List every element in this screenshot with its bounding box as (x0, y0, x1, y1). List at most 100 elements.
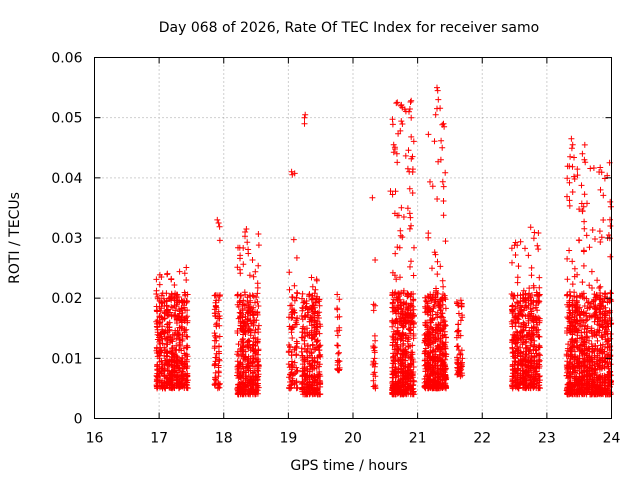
data-point (216, 343, 222, 350)
data-point (252, 268, 259, 275)
data-point (514, 274, 521, 281)
data-point (175, 373, 182, 379)
data-point (212, 360, 219, 367)
data-point (304, 390, 311, 397)
data-point (181, 289, 188, 296)
data-point (212, 312, 219, 319)
data-point (581, 191, 588, 198)
data-point (389, 121, 396, 128)
data-point (390, 149, 397, 156)
data-point (164, 353, 171, 360)
data-point (411, 244, 417, 251)
data-point (154, 294, 161, 300)
data-point (370, 371, 377, 378)
data-point (247, 307, 254, 314)
data-point (246, 272, 253, 279)
data-point (439, 277, 446, 284)
data-point (455, 343, 461, 350)
data-point (166, 359, 172, 366)
data-point (250, 312, 257, 319)
data-point (255, 322, 262, 329)
data-point (596, 169, 603, 175)
data-point (300, 299, 307, 306)
data-point (571, 265, 578, 272)
y-tick-label: 0 (74, 412, 83, 428)
data-point (370, 307, 377, 314)
data-point (247, 367, 254, 374)
data-point (536, 274, 543, 281)
data-point (580, 248, 587, 255)
data-point (316, 353, 323, 360)
data-point (251, 368, 258, 375)
data-point (245, 373, 252, 380)
data-point (522, 245, 528, 252)
data-point (164, 321, 171, 327)
data-point (569, 189, 576, 195)
data-point (304, 346, 311, 352)
data-point (579, 150, 586, 157)
data-point (287, 379, 294, 385)
data-point (514, 279, 521, 286)
data-point (289, 335, 296, 341)
data-point (175, 313, 182, 320)
data-point (393, 100, 400, 107)
data-point (370, 301, 377, 308)
data-point (335, 342, 341, 349)
data-point (607, 289, 614, 296)
data-point (251, 380, 258, 387)
data-point (566, 247, 573, 254)
data-point (255, 242, 262, 249)
data-point (239, 380, 246, 387)
data-point (289, 363, 296, 370)
data-point (171, 358, 178, 365)
data-point (236, 309, 243, 316)
data-point (285, 361, 292, 368)
data-point (405, 147, 412, 154)
data-point (534, 242, 541, 249)
data-point (216, 384, 223, 391)
data-point (159, 316, 166, 323)
data-point (607, 216, 613, 223)
data-point (163, 381, 170, 388)
data-point (407, 263, 413, 270)
data-point (168, 276, 175, 283)
data-point (528, 272, 535, 279)
data-point (394, 159, 401, 166)
data-point (408, 258, 414, 265)
data-point (242, 229, 249, 235)
data-point (174, 329, 181, 336)
data-point (607, 223, 614, 229)
data-point (293, 289, 300, 296)
data-point (167, 348, 174, 355)
data-point (288, 369, 295, 376)
data-point (234, 348, 241, 355)
data-point (509, 259, 515, 266)
data-point (594, 277, 601, 284)
data-point (336, 296, 343, 303)
data-point (254, 338, 261, 345)
data-point (164, 329, 171, 336)
data-point (177, 357, 184, 364)
data-point (536, 284, 543, 291)
data-point (178, 316, 185, 323)
data-point (238, 310, 244, 317)
data-point (242, 390, 249, 397)
data-point (172, 311, 179, 318)
data-point (440, 212, 447, 219)
data-point (299, 386, 306, 393)
data-point (309, 283, 316, 290)
data-point (310, 373, 316, 380)
data-point (178, 297, 185, 304)
data-point (289, 308, 296, 315)
chart-title: Day 068 of 2026, Rate Of TEC Index for r… (159, 20, 539, 36)
data-point (171, 357, 178, 364)
data-point (234, 358, 241, 365)
data-point (211, 330, 218, 337)
data-point (157, 313, 163, 320)
data-point (154, 308, 161, 315)
data-point (399, 234, 406, 241)
data-point (308, 306, 315, 312)
data-point (215, 348, 222, 355)
data-point (240, 369, 247, 376)
data-point (397, 102, 404, 109)
